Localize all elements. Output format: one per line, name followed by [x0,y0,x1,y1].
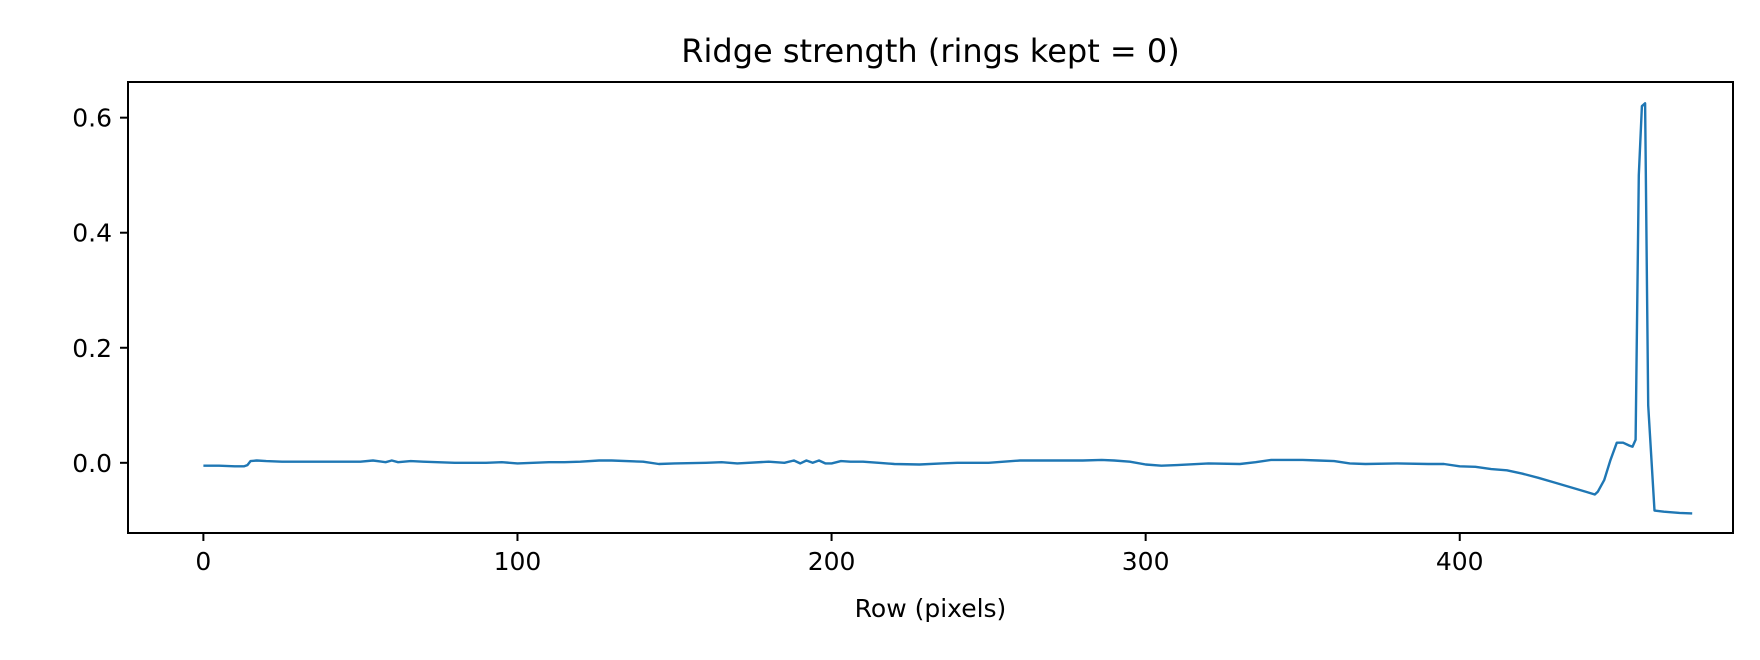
x-tick-label: 400 [1436,547,1484,576]
chart-title: Ridge strength (rings kept = 0) [681,32,1179,70]
x-axis-label: Row (pixels) [855,594,1007,623]
y-tick-label: 0.4 [72,219,112,248]
y-tick-label: 0.2 [72,334,112,363]
x-tick-label: 300 [1122,547,1170,576]
y-tick-label: 0.6 [72,104,112,133]
y-tick-label: 0.0 [72,449,112,478]
x-tick-label: 200 [808,547,856,576]
x-axis-ticks: 0 100 200 300 400 [195,533,1484,576]
plot-area: 0 100 200 300 400 0.0 0.2 0.4 0.6 [72,81,1734,576]
x-tick-label: 100 [494,547,542,576]
series-line-ridge-strength [203,102,1693,515]
y-axis-ticks: 0.0 0.2 0.4 0.6 [72,104,128,478]
axes-frame [127,81,1734,534]
x-tick-label: 0 [195,547,211,576]
